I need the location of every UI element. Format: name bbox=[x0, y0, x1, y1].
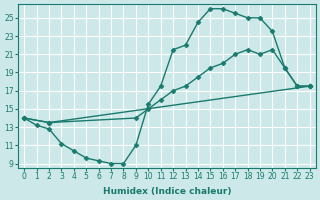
X-axis label: Humidex (Indice chaleur): Humidex (Indice chaleur) bbox=[103, 187, 231, 196]
